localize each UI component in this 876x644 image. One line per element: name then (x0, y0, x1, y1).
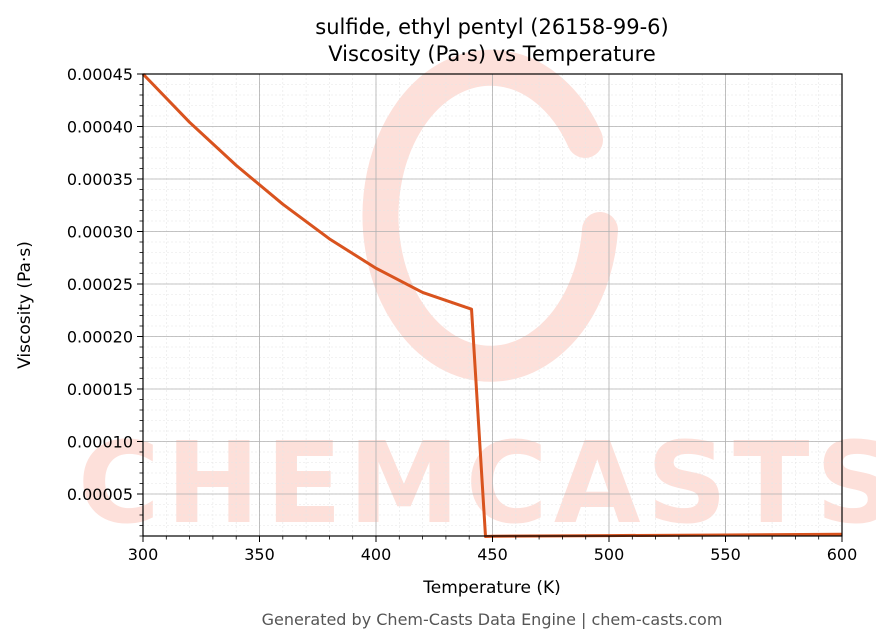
watermark-logo-icon (362, 49, 618, 382)
x-tick-label: 600 (827, 545, 858, 564)
y-tick-label: 0.00020 (67, 328, 133, 347)
x-tick-label: 500 (594, 545, 625, 564)
x-axis-label: Temperature (K) (422, 578, 561, 598)
x-tick-label: 450 (477, 545, 508, 564)
y-tick-label: 0.00030 (67, 223, 133, 242)
x-tick-label: 350 (244, 545, 275, 564)
x-tick-label: 300 (128, 545, 159, 564)
y-axis-label: Viscosity (Pa·s) (15, 241, 35, 369)
y-tick-label: 0.00035 (67, 170, 133, 189)
axis-ticks (137, 73, 843, 542)
watermark-text: CHEMCASTS (78, 419, 876, 549)
y-tick-label: 0.00015 (67, 380, 133, 399)
y-tick-label: 0.00040 (67, 118, 133, 137)
x-tick-label: 550 (710, 545, 741, 564)
y-tick-label: 0.00005 (67, 485, 133, 504)
y-tick-label: 0.00025 (67, 275, 133, 294)
x-tick-labels: 300 350 400 450 500 550 600 (128, 545, 858, 564)
y-tick-label: 0.00045 (67, 65, 133, 84)
chart-subtitle: Viscosity (Pa·s) vs Temperature (328, 42, 656, 66)
footer-credit: Generated by Chem-Casts Data Engine | ch… (262, 610, 723, 629)
x-tick-label: 400 (361, 545, 392, 564)
y-tick-labels: 0.00005 0.00010 0.00015 0.00020 0.00025 0.000… (67, 65, 133, 504)
watermark: CHEMCASTS (78, 49, 876, 549)
y-tick-label: 0.00010 (67, 433, 133, 452)
chart-title: sulfide, ethyl pentyl (26158-99-6) (315, 15, 668, 39)
